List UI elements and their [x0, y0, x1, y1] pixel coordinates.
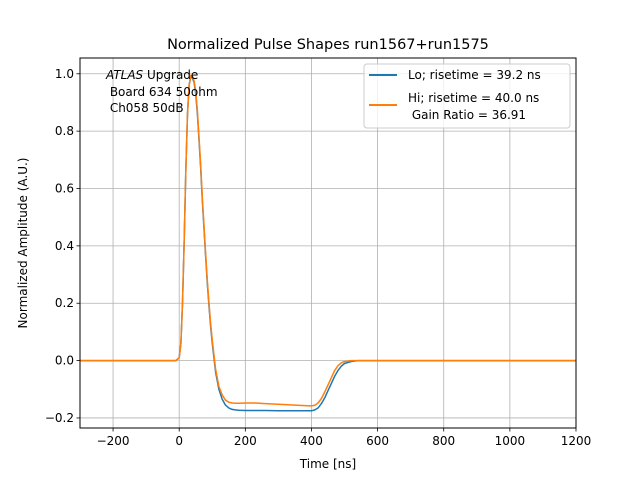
y-tick-label: 0.2: [55, 296, 74, 310]
legend-label-hi-line-1: Hi; risetime = 40.0 ns: [408, 91, 539, 105]
annotation-line-1: ATLAS Upgrade: [105, 68, 198, 82]
atlas-annotation: ATLAS Upgrade Board 634 50ohm Ch058 50dB: [105, 68, 218, 115]
legend-label-hi-line-2: Gain Ratio = 36.91: [408, 108, 526, 122]
y-tick-label: 0.0: [55, 354, 74, 368]
x-tick-label: 600: [366, 434, 389, 448]
annotation-line-3: Ch058 50dB: [106, 101, 184, 115]
series-line-hi: [80, 74, 576, 407]
x-tick-label: 800: [432, 434, 455, 448]
y-tick-label: 0.8: [55, 124, 74, 138]
y-tick-label: 0.6: [55, 182, 74, 196]
ticks: −200 0 200 400 600 800 1000 1200 −0.2 0.0 0.2 0.4 0.…: [45, 67, 591, 448]
legend-label-lo: Lo; risetime = 39.2 ns: [408, 68, 541, 82]
annotation-line-2: Board 634 50ohm: [106, 85, 218, 99]
x-tick-label: 1200: [561, 434, 592, 448]
y-tick-label: −0.2: [45, 411, 74, 425]
legend: Lo; risetime = 39.2 ns Hi; risetime = 40…: [363, 63, 571, 129]
y-axis-label: Normalized Amplitude (A.U.): [16, 158, 30, 329]
annotation-upgrade: Upgrade: [143, 68, 198, 82]
series-layer: [80, 74, 576, 412]
chart-title: Normalized Pulse Shapes run1567+run1575: [167, 37, 489, 53]
x-tick-label: 0: [175, 434, 183, 448]
x-tick-label: 400: [300, 434, 323, 448]
x-axis-label: Time [ns]: [299, 457, 356, 471]
legend-label-hi: Hi; risetime = 40.0 ns Gain Ratio = 36.9…: [408, 91, 543, 122]
y-tick-label: 1.0: [55, 67, 74, 81]
annotation-atlas: ATLAS: [105, 68, 144, 82]
y-tick-label: 0.4: [55, 239, 74, 253]
x-tick-label: −200: [97, 434, 130, 448]
x-tick-label: 1000: [495, 434, 526, 448]
plot-frame: [79, 57, 577, 429]
legend-box: [363, 63, 571, 129]
x-tick-label: 200: [234, 434, 257, 448]
